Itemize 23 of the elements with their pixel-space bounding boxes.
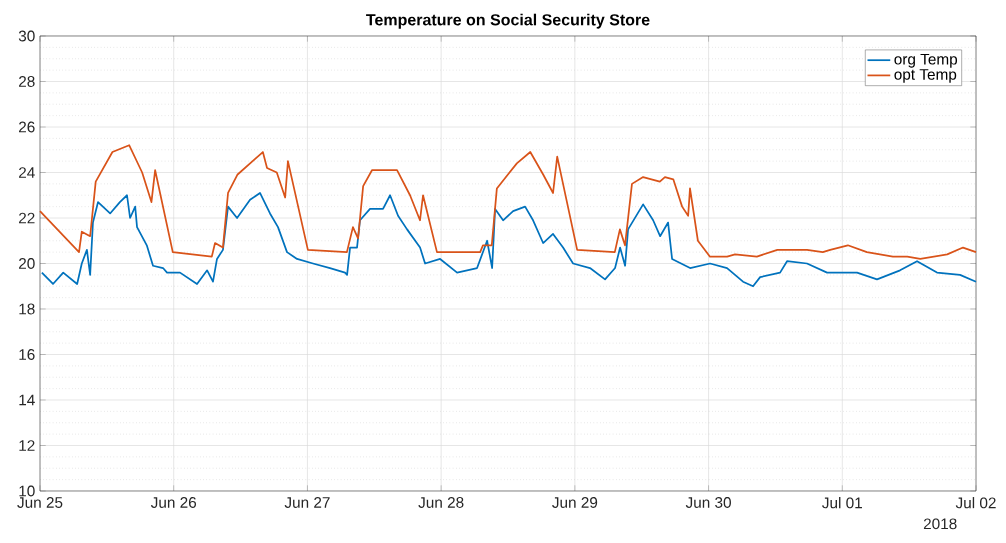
y-tick-label: 18 — [19, 303, 35, 315]
y-tick-label: 20 — [19, 258, 35, 269]
text: 2018 — [923, 518, 957, 530]
y-tick-label: 10 — [19, 485, 35, 497]
x-tick-label: Jun 25 — [17, 497, 63, 508]
x-tick-label: Jun 30 — [685, 497, 731, 508]
x-tick-label: Jul 02 — [955, 497, 996, 509]
x-tick-label: Jun 28 — [418, 497, 464, 508]
y-tick-label: 28 — [19, 76, 35, 87]
y-tick-label: 26 — [19, 121, 35, 133]
chart-title: Temperature on Social Security Store — [366, 13, 650, 29]
y-tick-label: 24 — [19, 167, 35, 178]
y-tick-label: 16 — [19, 349, 35, 360]
x-tick-label: Jun 29 — [552, 497, 598, 508]
legend-label: org Temp — [894, 53, 958, 68]
y-tick-label: 22 — [19, 212, 35, 224]
legend-label: opt Temp — [894, 69, 957, 83]
x-tick-label: Jul 01 — [822, 497, 862, 509]
y-tick-label: 30 — [18, 30, 35, 42]
x-tick-label: Jun 27 — [284, 497, 330, 508]
x-tick-label: Jun 26 — [150, 497, 197, 508]
y-tick-label: 14 — [19, 394, 35, 406]
y-tick-label: 12 — [19, 440, 35, 451]
